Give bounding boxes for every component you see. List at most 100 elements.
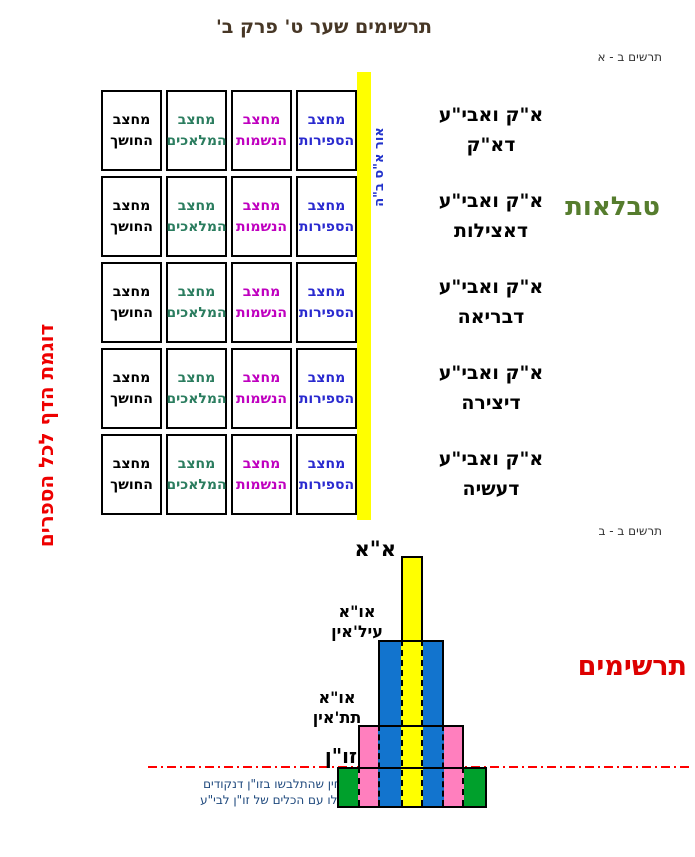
label-zun: זו"ן xyxy=(324,744,357,768)
cell-line1: מחצב xyxy=(112,456,151,473)
cell-line2: הספירות xyxy=(298,218,355,235)
cell-line2: החושך xyxy=(110,476,153,493)
kav-yellow-bar xyxy=(357,72,371,520)
table-cell: מחצב הספירות xyxy=(296,262,357,343)
table-cell: מחצב הנשמות xyxy=(231,176,292,257)
table-cell: מחצב הנשמות xyxy=(231,434,292,515)
table-cell: מחצב החושך xyxy=(101,176,162,257)
cell-line2: המלאכים xyxy=(166,390,227,407)
label-line2: תת'אין xyxy=(312,708,362,727)
green-box-topline xyxy=(337,767,487,769)
cell-line2: הנשמות xyxy=(235,218,288,235)
row-label-line2: דעשיה xyxy=(462,478,520,501)
cell-line1: מחצב xyxy=(177,370,216,387)
row-label-5: א"ק ואבי"ע דעשיה xyxy=(430,444,552,508)
figure-caption-a: תרשים ב - א xyxy=(597,50,662,64)
table-cell: מחצב הנשמות xyxy=(231,262,292,343)
cell-line1: מחצב xyxy=(307,112,346,129)
cell-line2: החושך xyxy=(110,304,153,321)
cell-line2: הספירות xyxy=(298,390,355,407)
label-ava-ilain: או"א עיל'אין xyxy=(314,602,400,642)
table-cell: מחצב המלאכים xyxy=(166,434,227,515)
kav-label-rotated: אור א"ס ב"ה xyxy=(372,127,387,207)
cell-line1: מחצב xyxy=(307,198,346,215)
cell-line1: מחצב xyxy=(177,456,216,473)
table-cell: מחצב הספירות xyxy=(296,90,357,171)
cell-line1: מחצב xyxy=(242,198,281,215)
cell-line1: מחצב xyxy=(307,284,346,301)
row-label-line2: דבריאה xyxy=(457,306,525,329)
cell-line2: המלאכים xyxy=(166,476,227,493)
label-line1: או"א xyxy=(338,602,376,621)
table-cell: מחצב הנשמות xyxy=(231,90,292,171)
row-label-1: א"ק ואבי"ע דא"ק xyxy=(430,100,552,164)
cell-line1: מחצב xyxy=(112,198,151,215)
cell-line2: החושך xyxy=(110,218,153,235)
diagrams-heading: תרשימים xyxy=(577,651,687,682)
cell-line1: מחצב xyxy=(242,284,281,301)
cell-line1: מחצב xyxy=(112,284,151,301)
row-label-line1: א"ק ואבי"ע xyxy=(438,190,544,212)
row-label-line2: דאצילות xyxy=(454,220,528,243)
row-label-2: א"ק ואבי"ע דאצילות xyxy=(430,186,552,250)
yellow-column-lower xyxy=(401,640,423,806)
table-cell: מחצב המלאכים xyxy=(166,262,227,343)
row-label-line1: א"ק ואבי"ע xyxy=(438,362,544,384)
cell-line2: הספירות xyxy=(298,132,355,149)
table-cell: מחצב הספירות xyxy=(296,348,357,429)
row-label-line1: א"ק ואבי"ע xyxy=(438,104,544,126)
caption-line1: מוחין שהתלבשו בזו"ן דנקודים xyxy=(203,777,353,791)
cell-line2: הספירות xyxy=(298,304,355,321)
figure-caption-b: תרשים ב - ב xyxy=(598,524,662,538)
table-cell: מחצב הספירות xyxy=(296,434,357,515)
cell-line1: מחצב xyxy=(242,370,281,387)
cell-line1: מחצב xyxy=(112,112,151,129)
pyramid-caption: מוחין שהתלבשו בזו"ן דנקודים ונפלו עם הכל… xyxy=(200,777,353,808)
cell-line1: מחצב xyxy=(242,456,281,473)
row-label-line1: א"ק ואבי"ע xyxy=(438,448,544,470)
label-ava-tatain: או"א תת'אין xyxy=(294,688,380,728)
cell-line2: הספירות xyxy=(298,476,355,493)
cell-line2: המלאכים xyxy=(166,218,227,235)
blue-box-topline xyxy=(378,640,444,642)
cell-line2: הנשמות xyxy=(235,476,288,493)
cell-line2: החושך xyxy=(110,132,153,149)
table-cell: מחצב הספירות xyxy=(296,176,357,257)
cell-line2: הנשמות xyxy=(235,132,288,149)
side-note-rotated: דוגמת הדף לכל הספרים xyxy=(34,323,58,548)
cell-line1: מחצב xyxy=(112,370,151,387)
label-line2: עיל'אין xyxy=(331,622,383,641)
yellow-column-upper xyxy=(401,556,423,640)
table-cell: מחצב הנשמות xyxy=(231,348,292,429)
label-arich-anpin: א"א xyxy=(354,537,396,561)
table-cell: מחצב החושך xyxy=(101,262,162,343)
row-label-4: א"ק ואבי"ע דיצירה xyxy=(430,358,552,422)
machtzav-table: מחצב החושך מחצב המלאכים מחצב הנשמות מחצב הספ… xyxy=(101,90,357,515)
cell-line1: מחצב xyxy=(242,112,281,129)
cell-line1: מחצב xyxy=(177,112,216,129)
cell-line1: מחצב xyxy=(177,198,216,215)
tables-heading: טבלאות xyxy=(565,192,660,222)
table-cell: מחצב המלאכים xyxy=(166,348,227,429)
table-cell: מחצב החושך xyxy=(101,90,162,171)
cell-line2: הנשמות xyxy=(235,390,288,407)
table-cell: מחצב המלאכים xyxy=(166,176,227,257)
cell-line1: מחצב xyxy=(307,456,346,473)
page-title: תרשימים שער ט' פרק ב' xyxy=(215,16,432,38)
pink-box-topline xyxy=(358,725,464,727)
row-label-line2: דא"ק xyxy=(466,134,516,157)
cell-line2: המלאכים xyxy=(166,132,227,149)
table-cell: מחצב החושך xyxy=(101,434,162,515)
row-label-3: א"ק ואבי"ע דבריאה xyxy=(430,272,552,336)
label-line1: או"א xyxy=(318,688,356,707)
caption-line2: ונפלו עם הכלים של זו"ן לבי"ע xyxy=(200,792,353,807)
table-cell: מחצב המלאכים xyxy=(166,90,227,171)
cell-line2: החושך xyxy=(110,390,153,407)
cell-line1: מחצב xyxy=(307,370,346,387)
row-label-line2: דיצירה xyxy=(461,392,521,415)
cell-line2: הנשמות xyxy=(235,304,288,321)
cell-line2: המלאכים xyxy=(166,304,227,321)
row-label-line1: א"ק ואבי"ע xyxy=(438,276,544,298)
cell-line1: מחצב xyxy=(177,284,216,301)
